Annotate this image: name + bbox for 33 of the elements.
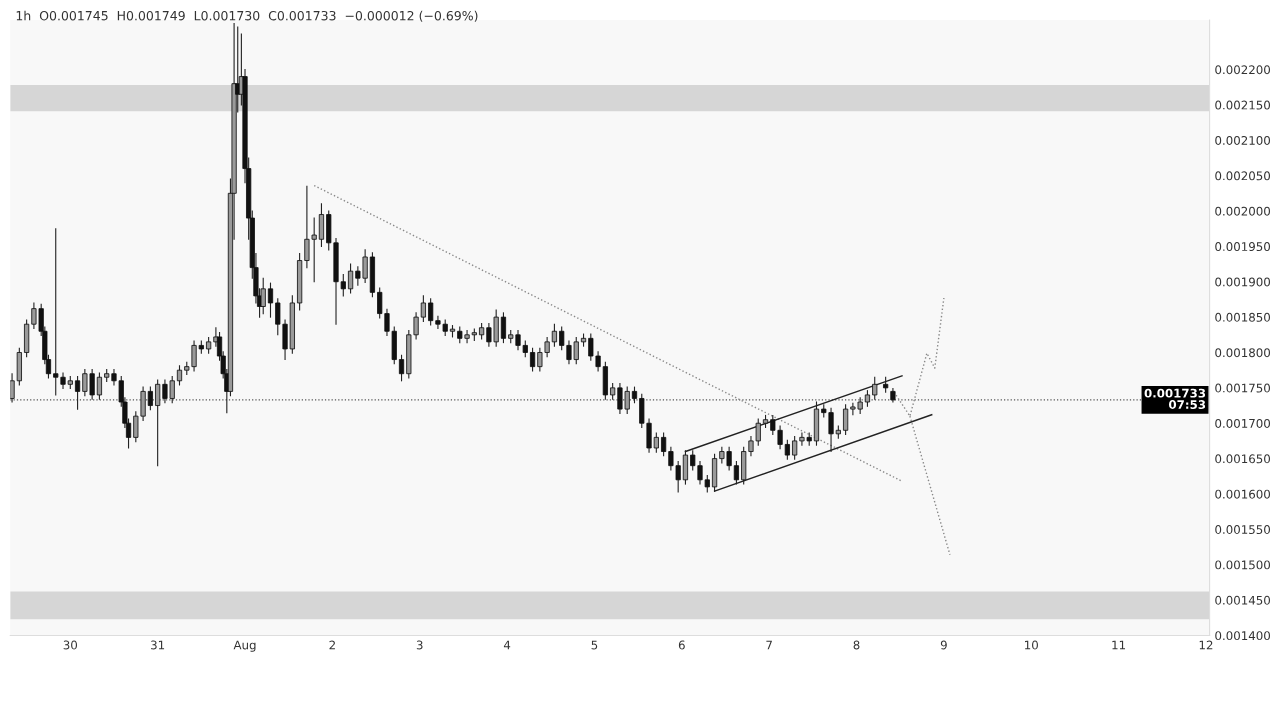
- y-tick-label: 0.001450: [1215, 595, 1271, 605]
- y-tick-label: 0.001800: [1215, 348, 1271, 358]
- x-tick-label: 6: [678, 640, 685, 650]
- x-tick-label: 30: [63, 640, 78, 650]
- y-tick-label: 0.001900: [1215, 277, 1271, 287]
- y-tick-label: 0.001400: [1215, 631, 1271, 641]
- y-tick-label: 0.002200: [1215, 65, 1271, 75]
- x-tick-label: 10: [1025, 640, 1038, 650]
- y-tick-label: 0.002050: [1215, 171, 1271, 181]
- x-tick-label: 31: [151, 640, 165, 650]
- x-tick-label: 11: [1112, 640, 1126, 650]
- y-tick-label: 0.001750: [1215, 383, 1271, 393]
- x-tick-label: 5: [591, 640, 598, 650]
- y-tick-label: 0.001950: [1215, 242, 1271, 252]
- y-tick-label: 0.002000: [1215, 206, 1271, 216]
- y-tick-label: 0.001700: [1215, 418, 1271, 428]
- x-tick-label: 12: [1199, 640, 1213, 650]
- x-tick-label: 8: [853, 640, 860, 650]
- ref-line-label: 0.001733 07:53: [1144, 388, 1206, 410]
- y-tick-label: 0.002150: [1215, 100, 1271, 110]
- x-tick-label: 9: [940, 640, 947, 650]
- x-tick-label: 2: [329, 640, 335, 650]
- y-tick-label: 0.001600: [1215, 489, 1271, 499]
- x-tick-label: 7: [766, 640, 772, 650]
- y-tick-label: 0.001650: [1215, 454, 1271, 464]
- y-tick-label: 0.001500: [1215, 560, 1271, 570]
- chart-title: 1h O0.001745 H0.001749 L0.001730 C0.001733 −0.000012 (−0.69%): [16, 10, 478, 22]
- x-tick-label: 3: [416, 640, 423, 650]
- y-tick-label: 0.001550: [1215, 525, 1271, 534]
- x-tick-label: Aug: [233, 640, 256, 652]
- y-tick-label: 0.002100: [1215, 135, 1271, 145]
- y-tick-label: 0.001850: [1215, 312, 1271, 322]
- x-tick-label: 4: [503, 640, 511, 650]
